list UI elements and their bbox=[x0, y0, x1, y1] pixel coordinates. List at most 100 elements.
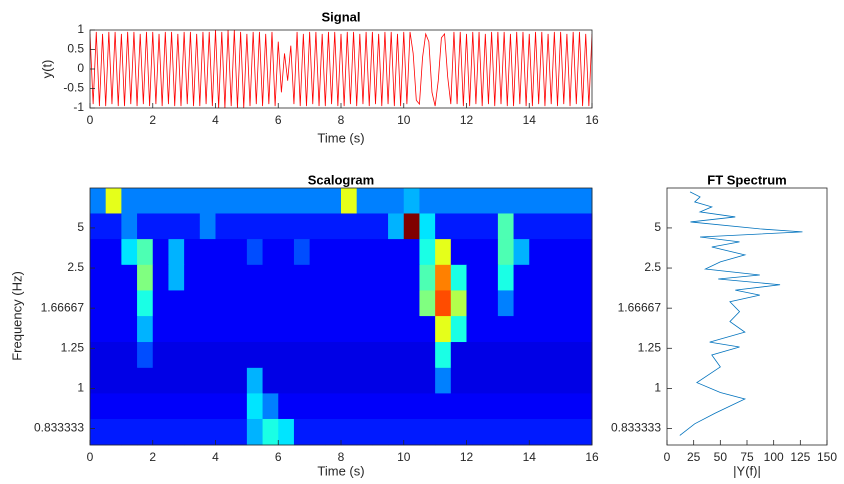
heat-cell bbox=[529, 367, 546, 394]
heat-cell bbox=[184, 393, 201, 420]
heat-cell bbox=[137, 239, 154, 266]
heat-cell bbox=[544, 418, 562, 446]
y-tick-label: 5 bbox=[77, 220, 84, 234]
heat-cell bbox=[576, 213, 593, 240]
heat-cell bbox=[403, 367, 420, 394]
heat-cell bbox=[168, 290, 185, 317]
heat-cell bbox=[325, 342, 342, 369]
heat-cell bbox=[435, 188, 452, 214]
heat-cell bbox=[278, 316, 295, 343]
heat-cell bbox=[529, 239, 546, 266]
heat-cell bbox=[513, 418, 530, 446]
x-tick-label: 150 bbox=[817, 450, 837, 464]
heat-cell bbox=[309, 188, 326, 214]
y-tick-label: 1.66667 bbox=[41, 300, 85, 314]
y-axis-label: y(t) bbox=[39, 60, 54, 79]
heat-cell bbox=[199, 418, 216, 446]
x-tick-label: 14 bbox=[523, 113, 537, 127]
heat-cell bbox=[309, 342, 326, 369]
heat-cell bbox=[419, 393, 436, 420]
heat-cell bbox=[372, 264, 389, 291]
heat-cell bbox=[168, 264, 185, 291]
heat-cell bbox=[137, 188, 154, 214]
heat-cell bbox=[544, 239, 562, 266]
heat-cell bbox=[466, 316, 483, 343]
heat-cell bbox=[152, 188, 169, 214]
heat-cell bbox=[435, 367, 452, 394]
heat-cell bbox=[246, 290, 264, 317]
heat-cell bbox=[497, 316, 515, 343]
heat-cell bbox=[199, 188, 216, 214]
x-tick-label: 16 bbox=[585, 113, 599, 127]
heat-cell bbox=[215, 393, 232, 420]
heat-cell bbox=[152, 393, 169, 420]
heat-cell bbox=[246, 213, 264, 240]
heat-cell bbox=[497, 188, 515, 214]
heat-cell bbox=[341, 367, 358, 394]
heat-cell bbox=[466, 290, 483, 317]
heat-cell bbox=[199, 316, 216, 343]
heat-cell bbox=[560, 316, 577, 343]
heat-cell bbox=[450, 290, 467, 317]
heat-cell bbox=[90, 367, 107, 394]
heat-cell bbox=[278, 367, 295, 394]
heat-cell bbox=[372, 393, 389, 420]
heat-cell bbox=[560, 418, 577, 446]
heat-cell bbox=[199, 393, 216, 420]
heat-cell bbox=[482, 290, 499, 317]
heat-cell bbox=[419, 418, 436, 446]
y-tick-label: 2.5 bbox=[67, 260, 84, 274]
heat-cell bbox=[262, 264, 279, 291]
x-tick-label: 0 bbox=[87, 113, 94, 127]
heat-cell bbox=[246, 393, 264, 420]
heat-cell bbox=[262, 213, 279, 240]
x-tick-label: 8 bbox=[338, 113, 345, 127]
heat-cell bbox=[293, 264, 311, 291]
heat-cell bbox=[341, 213, 358, 240]
heat-cell bbox=[544, 188, 562, 214]
heat-cell bbox=[450, 239, 467, 266]
heat-cell bbox=[325, 393, 342, 420]
heat-cell bbox=[137, 316, 154, 343]
heat-cell bbox=[482, 367, 499, 394]
heat-cell bbox=[576, 342, 593, 369]
y-tick-label: 0.5 bbox=[67, 42, 84, 56]
heat-cell bbox=[325, 290, 342, 317]
heat-cell bbox=[184, 239, 201, 266]
heat-cell bbox=[262, 393, 279, 420]
heat-cell bbox=[121, 188, 138, 214]
heat-cell bbox=[372, 342, 389, 369]
heat-cell bbox=[121, 393, 138, 420]
heat-cell bbox=[262, 239, 279, 266]
heat-cell bbox=[121, 213, 138, 240]
heat-cell bbox=[497, 213, 515, 240]
heat-cell bbox=[419, 290, 436, 317]
heat-cell bbox=[121, 316, 138, 343]
heat-cell bbox=[325, 264, 342, 291]
heat-cell bbox=[199, 264, 216, 291]
heat-cell bbox=[544, 342, 562, 369]
x-tick-label: 4 bbox=[212, 450, 219, 464]
heat-cell bbox=[90, 316, 107, 343]
y-tick-label: 1.25 bbox=[638, 340, 662, 354]
heat-cell bbox=[90, 188, 107, 214]
heat-cell bbox=[356, 290, 373, 317]
heat-cell bbox=[309, 367, 326, 394]
heat-cell bbox=[121, 290, 138, 317]
heat-cell bbox=[482, 418, 499, 446]
x-tick-label: 25 bbox=[687, 450, 701, 464]
heat-cell bbox=[215, 239, 232, 266]
heat-cell bbox=[435, 418, 452, 446]
x-tick-label: 0 bbox=[87, 450, 94, 464]
heat-cell bbox=[341, 188, 358, 214]
heat-cell bbox=[309, 290, 326, 317]
heat-cell bbox=[262, 418, 279, 446]
heat-cell bbox=[105, 418, 122, 446]
heat-cell bbox=[309, 213, 326, 240]
x-axis-label: Time (s) bbox=[317, 130, 364, 145]
heat-cell bbox=[513, 264, 530, 291]
heat-cell bbox=[341, 393, 358, 420]
y-tick-label: 1.66667 bbox=[618, 300, 662, 314]
heat-cell bbox=[184, 342, 201, 369]
y-tick-label: 1 bbox=[77, 381, 84, 395]
